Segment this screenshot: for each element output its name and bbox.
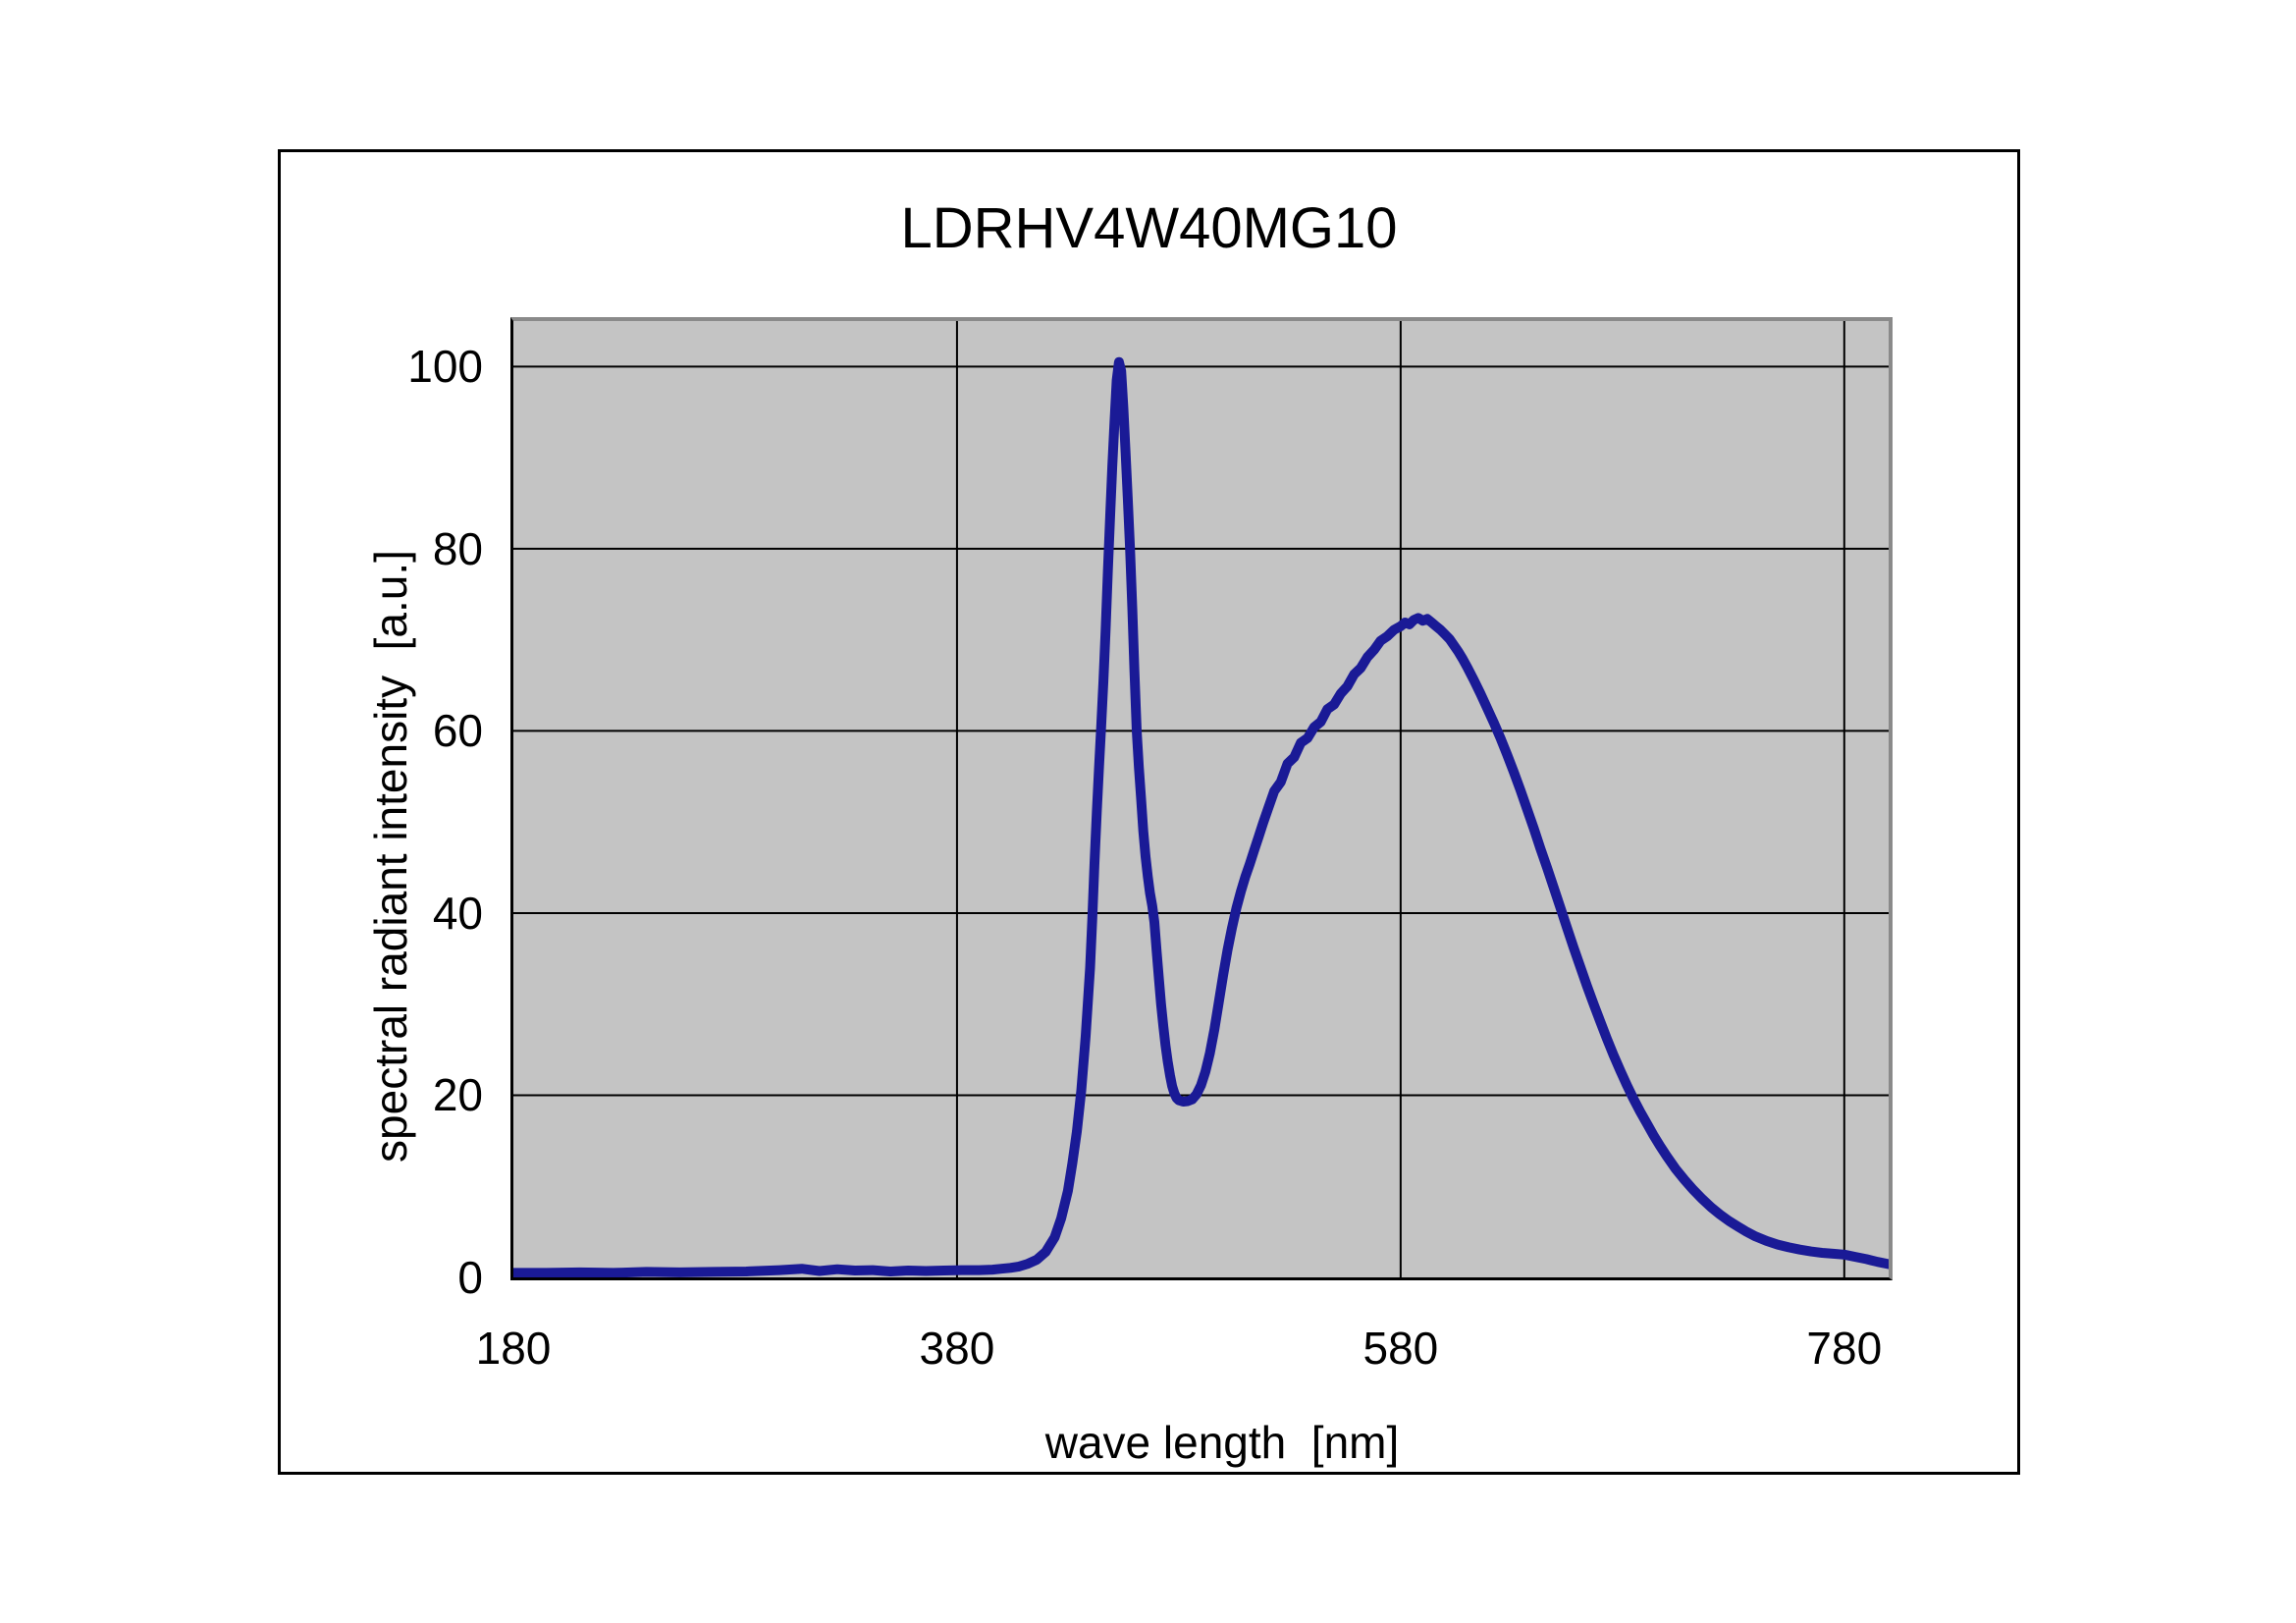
x-tick-label-380: 380 <box>919 1323 995 1374</box>
y-tick-label-0: 0 <box>457 1252 483 1303</box>
x-axis-title: wave length [nm] <box>1044 1417 1400 1468</box>
y-tick-label-60: 60 <box>432 705 483 757</box>
x-tick-label-580: 580 <box>1362 1323 1439 1374</box>
x-tick-label-780: 780 <box>1806 1323 1883 1374</box>
x-tick-label-180: 180 <box>475 1323 552 1374</box>
series-curve <box>513 356 1889 1277</box>
chart-title: LDRHV4W40MG10 <box>900 196 1398 260</box>
plot-area <box>510 317 1893 1280</box>
y-tick-label-20: 20 <box>432 1069 483 1121</box>
y-tick-label-40: 40 <box>432 887 483 939</box>
y-tick-label-80: 80 <box>432 522 483 574</box>
y-tick-label-100: 100 <box>407 341 483 393</box>
spectrum-line-chart <box>513 321 1889 1277</box>
